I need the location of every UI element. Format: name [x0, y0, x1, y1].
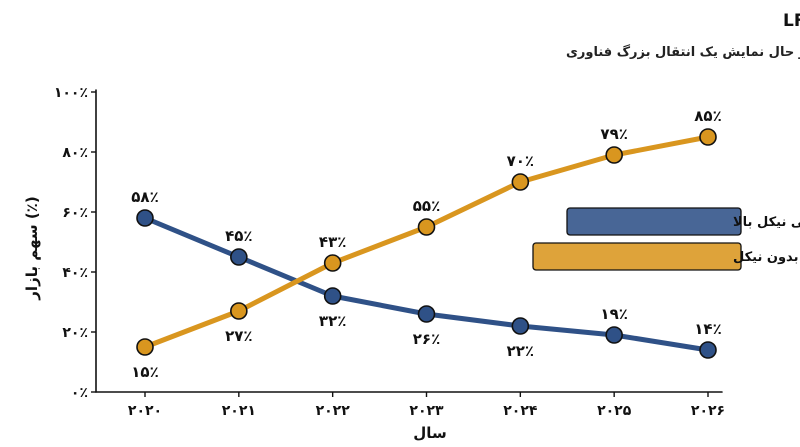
series-1-point [605, 326, 623, 344]
legend-label-1: باتری سه‌تایی نیکل بالا [733, 215, 800, 230]
x-axis-label: سال [413, 424, 446, 442]
y-tick-label: ۰٪ [71, 385, 88, 401]
series-2-point [417, 218, 436, 236]
y-tick-label: ۴۰٪ [62, 265, 88, 281]
y-tick-label: ۶۰٪ [62, 205, 88, 221]
data-label: ۱۴٪ [694, 320, 721, 338]
series-2-point [230, 302, 248, 320]
y-tick-label: ۱۰۰٪ [54, 85, 88, 101]
series-2-point [511, 173, 530, 191]
x-tick-label: ۲۰۲۰ [128, 403, 162, 419]
y-axis-label: سهم بازار (٪) [23, 196, 41, 300]
series-1-point [323, 287, 342, 305]
chart-axes: ۰٪ ۲۰٪ ۴۰٪ ۶۰٪ ۸۰٪ ۱۰۰٪ ۲۰۲۰ ۲۰۲۱ ۲۰۲۲ ۲۰۲۳ ۲۰۲۴ ۲۰… [54, 85, 725, 419]
x-tick-label: ۲۰۲۵ [597, 403, 632, 419]
data-label: ۲۶٪ [413, 330, 440, 348]
series-1-point [417, 305, 436, 323]
series-layer [136, 128, 717, 359]
legend-label-2: باتری LFP/LMFP بدون نیکل [733, 250, 800, 265]
data-label: ۸۵٪ [694, 107, 721, 125]
chart-subtitle: روند تحولی سهم بازار در حال نمایش یک انت… [566, 43, 800, 60]
series-1-point [699, 341, 717, 359]
chart-title: تغییر سهم بازار باتری در چین: کاهش شدید … [783, 11, 800, 31]
data-labels-layer: ۵۸٪ ۴۵٪ ۳۲٪ ۲۶٪ ۲۲٪ ۱۹٪ ۱۴٪ ۱۵٪ ۲۷٪ ۴۳٪ ۵۵٪ ۷۰٪ ۷۹٪ ۸… [131, 107, 721, 381]
data-label: ۵۵٪ [413, 197, 440, 215]
data-label: ۱۵٪ [131, 363, 158, 381]
data-label: ۴۵٪ [225, 227, 252, 245]
x-tick-label: ۲۰۲۱ [222, 403, 256, 419]
data-label: ۲۲٪ [507, 342, 534, 360]
x-tick-label: ۲۰۲۳ [409, 403, 444, 419]
data-label: ۷۰٪ [507, 152, 534, 170]
y-tick-label: ۸۰٪ [62, 145, 88, 161]
x-tick-label: ۲۰۲۴ [503, 403, 538, 419]
data-label: ۴۳٪ [319, 233, 346, 251]
y-tick-label: ۲۰٪ [62, 325, 88, 341]
series-1-point [136, 209, 154, 227]
data-label: ۵۸٪ [131, 188, 158, 206]
series-1-point [511, 317, 530, 335]
legend-swatch-2 [532, 242, 742, 271]
data-label: ۷۹٪ [600, 125, 627, 143]
series-2-point [699, 128, 717, 146]
series-2-point [605, 146, 623, 164]
series-2-point [323, 254, 342, 272]
series-2-point [136, 338, 154, 356]
data-label: ۳۲٪ [319, 312, 346, 330]
data-label: ۲۷٪ [225, 327, 252, 345]
data-label: ۱۹٪ [600, 305, 627, 323]
chart-legend: باتری سه‌تایی نیکل بالا باتری LFP/LMFP بد… [532, 207, 800, 271]
x-tick-label: ۲۰۲۶ [691, 403, 725, 419]
legend-swatch-1 [566, 207, 742, 236]
x-tick-label: ۲۰۲۲ [316, 403, 351, 419]
series-1-point [230, 248, 248, 266]
